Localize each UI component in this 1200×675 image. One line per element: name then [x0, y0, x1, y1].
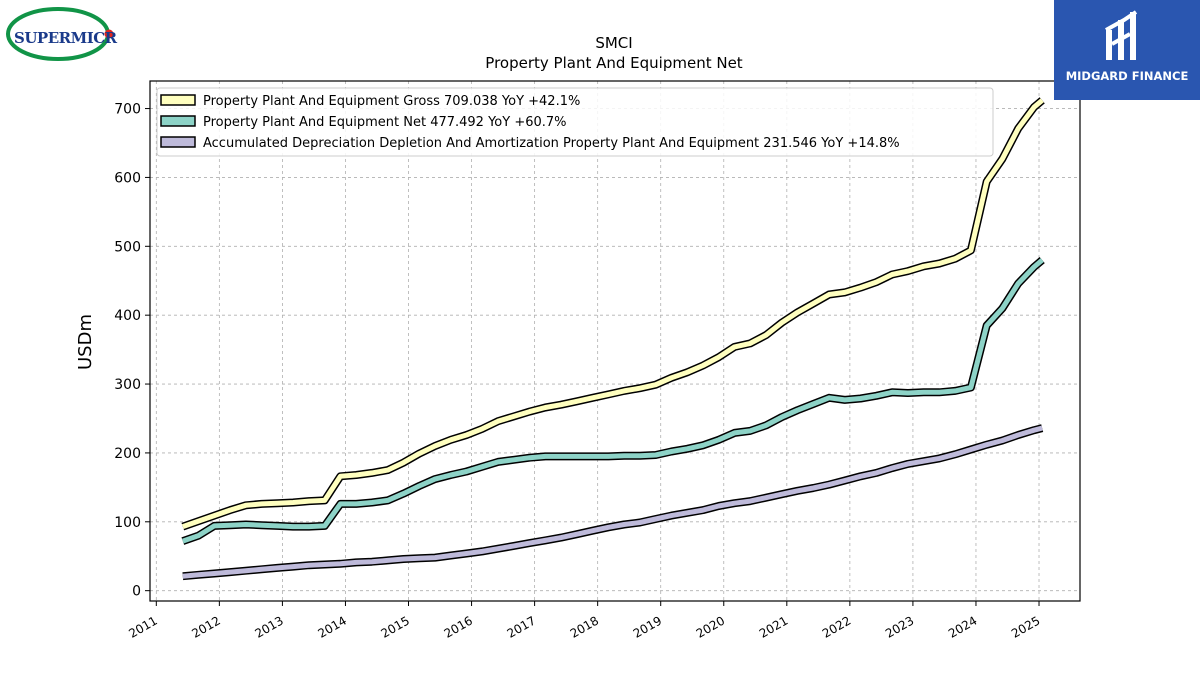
midgard-finance-logo: MIDGARD FINANCE: [1054, 0, 1200, 100]
y-ticks: 0 100 200 300 400 500 600 700: [114, 102, 150, 600]
x-tick-label: 2012: [189, 613, 222, 640]
supermicro-logo-text: SUPERMICR: [14, 29, 117, 47]
x-ticks: 2011 2012 2013 2014 2015 2016 2017 2018 2019 2020…: [126, 601, 1043, 641]
chart-subtitle: Property Plant And Equipment Net: [485, 54, 742, 72]
x-tick-label: 2021: [757, 613, 790, 640]
legend-swatch: [160, 136, 196, 148]
y-tick-label: 400: [114, 308, 141, 324]
x-tick-label: 2011: [126, 613, 159, 640]
legend: Property Plant And Equipment Gross 709.0…: [156, 87, 994, 157]
series-line: [181, 98, 1044, 529]
y-tick-label: 500: [114, 239, 141, 255]
x-tick-label: 2024: [946, 613, 979, 640]
legend-label: Property Plant And Equipment Net 477.492…: [203, 115, 567, 130]
x-tick-label: 2016: [442, 613, 475, 640]
legend-swatch: [160, 94, 196, 106]
legend-label: Accumulated Depreciation Depletion And A…: [203, 136, 900, 151]
x-tick-label: 2018: [568, 613, 601, 640]
x-tick-label: 2020: [694, 613, 727, 640]
legend-swatch: [160, 115, 196, 127]
legend-label: Property Plant And Equipment Gross 709.0…: [203, 94, 580, 109]
x-tick-label: 2023: [883, 613, 916, 640]
x-tick-label: 2017: [505, 613, 538, 640]
y-tick-label: 0: [132, 584, 141, 600]
y-tick-label: 600: [114, 170, 141, 186]
legend-box: [156, 87, 994, 157]
midgard-emblem-icon: [1105, 10, 1138, 60]
y-tick-label: 100: [114, 515, 141, 531]
x-tick-label: 2015: [379, 613, 412, 640]
supermicro-logo: SUPERMICR: [4, 5, 117, 61]
chart-title: SMCI: [595, 34, 632, 52]
x-tick-label: 2013: [252, 613, 285, 640]
supermicro-logo-ellipse: [6, 7, 114, 61]
series-line: [182, 425, 1043, 579]
x-tick-label: 2019: [631, 613, 664, 640]
midgard-logo-text: MIDGARD FINANCE: [1065, 69, 1189, 83]
x-tick-label: 2022: [820, 613, 853, 640]
y-tick-label: 300: [114, 377, 141, 393]
y-axis-label: USDm: [75, 314, 96, 370]
series-lines: [181, 97, 1045, 581]
x-tick-label: 2014: [316, 613, 349, 640]
y-tick-label: 200: [114, 446, 141, 462]
series-line: [181, 258, 1044, 544]
y-tick-label: 700: [114, 102, 141, 118]
plot-frame: [149, 80, 1081, 602]
x-tick-label: 2025: [1009, 613, 1042, 640]
